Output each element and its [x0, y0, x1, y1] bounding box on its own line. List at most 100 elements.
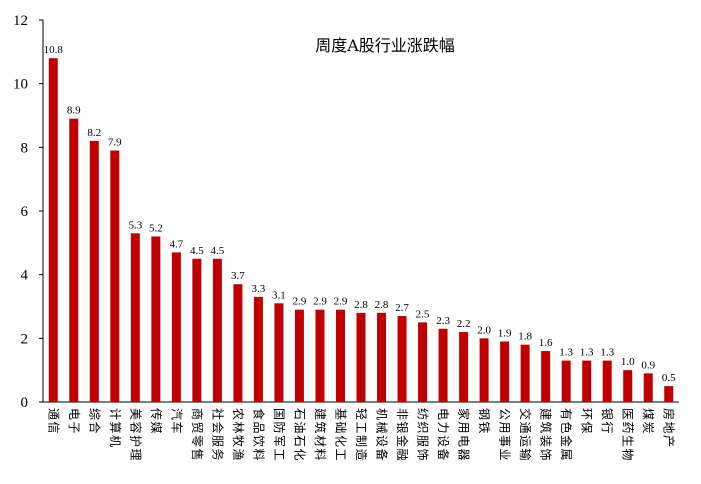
data-label: 3.7 [231, 270, 245, 282]
bar [623, 370, 633, 402]
data-label: 2.9 [293, 296, 307, 308]
category-label: 社会服务 [210, 408, 225, 462]
data-label: 1.3 [600, 347, 614, 359]
data-label: 2.8 [354, 299, 368, 311]
bar [335, 309, 345, 402]
bar [69, 118, 79, 402]
data-label: 0.5 [662, 372, 676, 384]
bar [377, 312, 387, 402]
data-label: 2.2 [457, 318, 471, 330]
category-label: 家用电器 [457, 408, 472, 462]
category-label: 建筑装饰 [539, 408, 554, 462]
category-label: 石油石化 [292, 408, 306, 462]
category-label: 医药生物 [621, 408, 635, 462]
category-label: 环保 [580, 408, 594, 435]
category-label: 基础化工 [333, 408, 347, 462]
bar [664, 386, 674, 402]
bar [192, 258, 202, 402]
y-tick-label: 6 [21, 204, 29, 220]
category-label: 公用事业 [498, 408, 512, 462]
bar [274, 303, 284, 402]
category-label: 电子 [67, 408, 81, 435]
category-label: 非银金融 [395, 408, 410, 462]
category-label: 银行 [600, 408, 614, 435]
bar [479, 338, 489, 402]
category-label: 农林牧渔 [231, 408, 245, 462]
data-label: 2.9 [313, 296, 327, 308]
y-tick-label: 8 [21, 140, 29, 156]
bar [151, 236, 161, 402]
bar [500, 341, 510, 402]
bar [541, 351, 551, 402]
data-labels: 10.8 8.9 8.2 7.9 5.3 5.2 4.7 4.5 4.5 3.7 3.3 3.1 2.9… [44, 44, 676, 384]
bar [418, 322, 428, 402]
bar [294, 309, 304, 402]
bar [233, 284, 243, 402]
bar [459, 331, 469, 402]
category-labels: 通信 电子 综合 计算机 美容护理 传媒 汽车 商贸零售 社会服务 农林牧渔 食品饮料 国防军工 石油石… [46, 408, 676, 462]
bar [582, 360, 592, 402]
category-label: 国防军工 [272, 408, 287, 462]
bar [520, 344, 530, 402]
data-label: 2.3 [436, 315, 450, 327]
bar [89, 140, 99, 402]
data-label: 3.3 [252, 283, 266, 295]
bar [397, 316, 407, 402]
category-label: 房地产 [662, 408, 677, 449]
category-label: 食品饮料 [251, 408, 266, 462]
data-label: 1.8 [518, 331, 532, 343]
bar [438, 328, 448, 402]
data-label: 3.1 [272, 289, 286, 301]
data-label: 2.7 [395, 302, 409, 314]
data-label: 1.3 [559, 347, 573, 359]
bar [253, 296, 263, 402]
data-label: 4.5 [190, 245, 204, 257]
data-label: 0.9 [641, 359, 655, 371]
bar [643, 373, 653, 402]
data-label: 8.9 [67, 105, 81, 117]
bar [110, 150, 120, 402]
bar [171, 252, 181, 402]
chart-title: 周度A股行业涨跌幅 [315, 36, 455, 55]
category-label: 有色金属 [559, 408, 574, 462]
data-label: 1.0 [621, 356, 635, 368]
bar [130, 233, 140, 402]
data-label: 4.7 [169, 238, 183, 250]
y-tick-label: 10 [13, 77, 28, 93]
bar [48, 58, 58, 402]
bar [212, 258, 222, 402]
data-label: 7.9 [108, 137, 122, 149]
category-label: 机械设备 [375, 408, 390, 462]
category-label: 商贸零售 [190, 408, 205, 462]
bar [356, 312, 366, 402]
data-label: 2.5 [416, 308, 430, 320]
data-label: 5.2 [149, 222, 163, 234]
data-label: 10.8 [44, 44, 64, 56]
category-label: 综合 [87, 408, 102, 435]
bar [561, 360, 571, 402]
data-label: 8.2 [87, 127, 101, 139]
data-label: 1.3 [580, 347, 594, 359]
y-axis-ticks: 0 2 4 6 8 10 12 [13, 13, 43, 411]
data-label: 1.6 [539, 337, 553, 349]
category-label: 美容护理 [128, 408, 143, 462]
category-label: 煤炭 [641, 408, 655, 435]
y-tick-label: 0 [21, 395, 29, 411]
bar [315, 309, 325, 402]
category-label: 传媒 [149, 408, 164, 435]
category-label: 通信 [46, 408, 60, 435]
data-label: 1.9 [498, 328, 512, 340]
category-label: 轻工制造 [354, 408, 368, 462]
y-tick-label: 4 [21, 268, 29, 284]
bar [602, 360, 612, 402]
category-label: 钢铁 [477, 408, 491, 435]
y-tick-label: 2 [21, 331, 29, 347]
category-label: 电力设备 [436, 408, 450, 462]
data-label: 2.0 [477, 324, 491, 336]
category-label: 交通运输 [518, 408, 533, 462]
category-label: 纺织服饰 [416, 408, 430, 462]
category-label: 计算机 [108, 408, 123, 449]
data-label: 2.8 [375, 299, 389, 311]
